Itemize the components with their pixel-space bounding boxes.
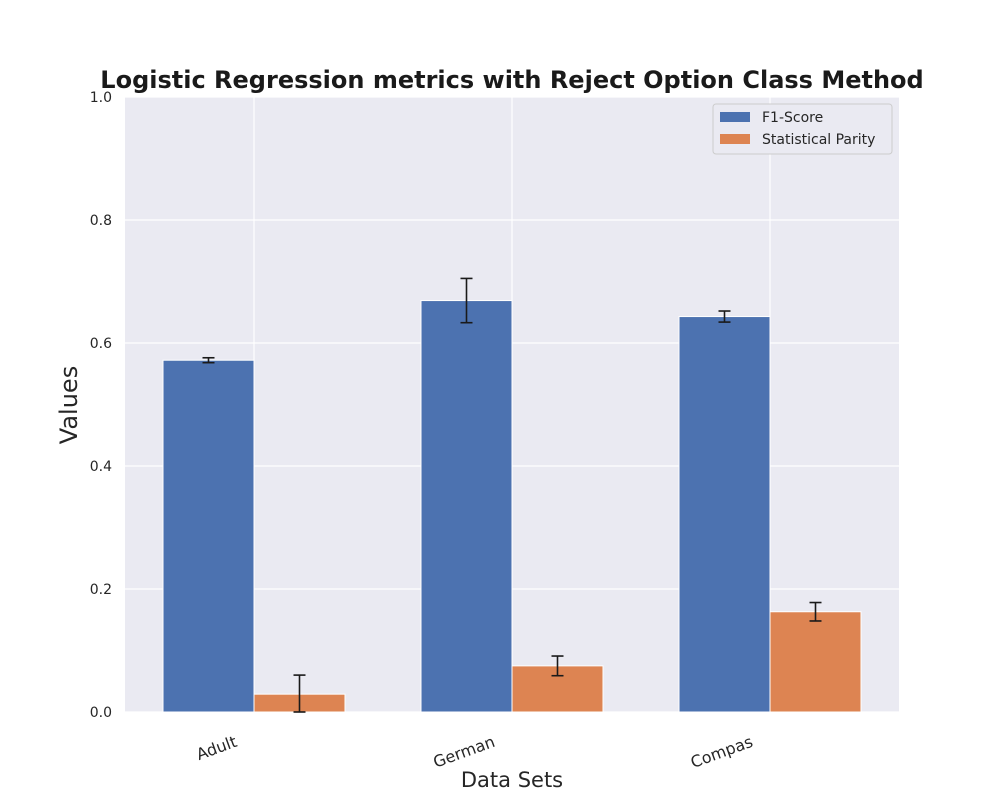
error-bar-statistical-parity-adult (293, 674, 306, 713)
error-bars (202, 277, 822, 713)
x-tick-label-compas: Compas (688, 732, 755, 772)
bar-statistical-parity-compas (769, 611, 862, 713)
error-bar-f1-score-adult (202, 356, 215, 364)
y-axis-ticks: 0.0 0.2 0.4 0.6 0.8 1.0 (90, 90, 112, 721)
error-bar-statistical-parity-german (551, 655, 564, 677)
y-tick-label: 0.2 (90, 582, 112, 598)
bar-f1-score-german (420, 300, 513, 713)
y-tick-label: 0.0 (90, 705, 112, 721)
legend-label-f1-score: F1-Score (762, 110, 823, 126)
y-tick-label: 1.0 (90, 90, 112, 106)
bar-f1-score-adult (162, 359, 255, 713)
x-axis-label: Data Sets (461, 768, 563, 792)
bars (162, 300, 862, 713)
x-tick-label-german: German (431, 732, 498, 772)
legend-swatch-f1-score (720, 112, 750, 122)
bar-f1-score-compas (678, 316, 771, 713)
y-tick-label: 0.6 (90, 336, 112, 352)
error-bar-f1-score-german (460, 277, 473, 324)
error-bar-statistical-parity-compas (809, 601, 822, 622)
legend: F1-Score Statistical Parity (712, 103, 893, 155)
y-axis-label: Values (55, 366, 83, 444)
error-bar-f1-score-compas (718, 310, 731, 323)
chart-title: Logistic Regression metrics with Reject … (100, 66, 923, 94)
x-tick-label-adult: Adult (194, 732, 240, 764)
legend-box (712, 103, 893, 155)
legend-swatch-statistical-parity (720, 134, 750, 144)
y-tick-label: 0.4 (90, 459, 112, 475)
legend-label-statistical-parity: Statistical Parity (762, 132, 875, 148)
x-axis-ticks: Adult German Compas (194, 732, 756, 772)
y-tick-label: 0.8 (90, 213, 112, 229)
